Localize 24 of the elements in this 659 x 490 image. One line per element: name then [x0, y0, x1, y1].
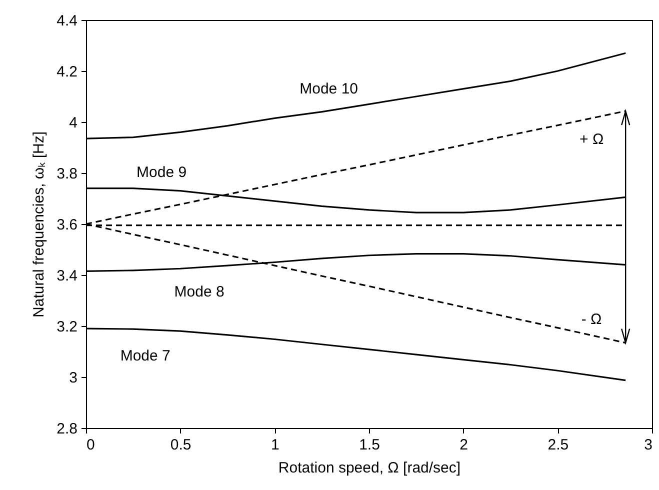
- y-tick-label: 4.2: [56, 64, 78, 80]
- y-tick-label: 3.8: [56, 166, 78, 182]
- series-label: Mode 7: [120, 348, 170, 365]
- x-tick-label: 2: [460, 436, 468, 454]
- series-label: Mode 8: [174, 283, 224, 300]
- x-tick-label: 2.5: [548, 436, 569, 454]
- series-label: Mode 9: [136, 164, 187, 181]
- y-tick-label: 3.4: [56, 268, 78, 284]
- x-tick-label: 0.5: [170, 436, 192, 454]
- annotation: + Ω: [580, 131, 604, 148]
- y-axis-title: Natural frequencies, ωₖ [Hz]: [30, 132, 48, 318]
- x-tick-label: 0: [86, 436, 95, 454]
- series-label: Mode 10: [300, 80, 358, 98]
- y-tick-label: 3.6: [56, 216, 78, 234]
- annotation: - Ω: [581, 310, 602, 328]
- x-tick-label: 1.5: [359, 436, 380, 454]
- y-tick-label: 4: [69, 114, 78, 132]
- y-tick-label: 3.2: [56, 318, 78, 336]
- y-tick-label: 4.4: [56, 12, 78, 30]
- y-tick-label: 3: [69, 370, 78, 386]
- x-tick-label: 3: [644, 436, 652, 454]
- x-tick-label: 1: [270, 436, 280, 454]
- x-axis-title: Rotation speed, Ω [rad/sec]: [278, 460, 461, 476]
- y-tick-label: 2.8: [56, 420, 78, 438]
